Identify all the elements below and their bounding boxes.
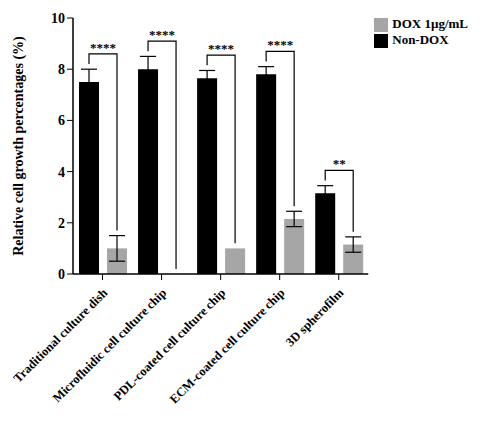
svg-text:****: **** xyxy=(149,27,175,42)
svg-text:****: **** xyxy=(267,37,293,52)
svg-text:**: ** xyxy=(333,156,346,171)
svg-text:6: 6 xyxy=(58,113,65,128)
svg-text:ECM-coated cell culture chip: ECM-coated cell culture chip xyxy=(167,286,287,406)
svg-text:Relative cell growth percentag: Relative cell growth percentages (%) xyxy=(11,36,27,256)
svg-text:4: 4 xyxy=(58,165,65,180)
svg-text:10: 10 xyxy=(51,11,65,26)
svg-text:****: **** xyxy=(208,41,234,56)
svg-text:Traditional culture dish: Traditional culture dish xyxy=(11,286,110,385)
html-text:DOX 1µg/mL: DOX 1µg/mL xyxy=(392,16,468,31)
svg-text:8: 8 xyxy=(58,62,65,77)
svg-text:PDL-coated cell culture chip: PDL-coated cell culture chip xyxy=(111,286,229,404)
svg-text:****: **** xyxy=(90,40,116,55)
svg-text:Microfluidic cell culture chip: Microfluidic cell culture chip xyxy=(50,286,169,405)
svg-text:0: 0 xyxy=(58,267,65,282)
svg-text:2: 2 xyxy=(58,216,65,231)
html-text:Non-DOX: Non-DOX xyxy=(392,32,449,47)
svg-text:3D spherofilm: 3D spherofilm xyxy=(283,285,347,349)
